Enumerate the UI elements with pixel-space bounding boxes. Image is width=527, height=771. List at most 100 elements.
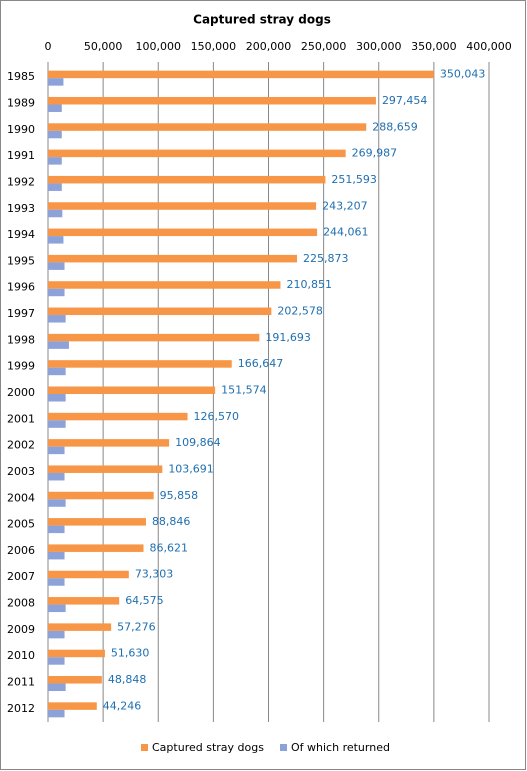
- bar: [48, 157, 62, 165]
- bar: [48, 623, 112, 631]
- value-label: 251,593: [331, 173, 377, 186]
- value-label: 73,303: [135, 568, 174, 581]
- y-tick-label: 2000: [7, 386, 35, 399]
- value-label: 202,578: [277, 305, 323, 318]
- legend-label: Of which returned: [291, 741, 390, 754]
- legend-swatch: [141, 744, 148, 751]
- bar: [48, 709, 65, 718]
- bar: [48, 236, 64, 244]
- bar: [48, 386, 216, 394]
- bar: [48, 420, 66, 428]
- value-label: 51,630: [111, 647, 150, 660]
- bar: [48, 149, 346, 158]
- y-tick-label: 1992: [7, 175, 35, 188]
- bar: [48, 649, 105, 658]
- bar: [48, 360, 232, 368]
- legend-swatch: [280, 744, 287, 751]
- y-tick-label: 2009: [7, 623, 35, 636]
- x-tick-label: 400,000: [466, 40, 512, 53]
- x-tick-label: 150,000: [191, 40, 237, 53]
- bar: [48, 446, 65, 455]
- legend-label: Captured stray dogs: [152, 741, 264, 754]
- y-tick-label: 1994: [7, 228, 35, 241]
- y-tick-label: 2003: [7, 465, 35, 478]
- value-label: 243,207: [322, 199, 368, 212]
- value-label: 297,454: [382, 94, 428, 107]
- value-label: 288,659: [372, 120, 418, 133]
- value-label: 64,575: [125, 594, 164, 607]
- bar: [48, 439, 170, 447]
- y-tick-label: 1996: [7, 281, 35, 294]
- bar: [48, 104, 62, 112]
- x-tick-label: 0: [45, 40, 52, 53]
- y-tick-label: 2006: [7, 544, 35, 557]
- bar: [48, 499, 66, 507]
- y-tick-label: 1997: [7, 307, 35, 320]
- x-tick-label: 50,000: [84, 40, 123, 53]
- bar: [48, 130, 62, 139]
- y-tick-label: 2002: [7, 439, 35, 452]
- bar: [48, 465, 163, 473]
- value-label: 166,647: [238, 357, 284, 370]
- bar: [48, 394, 66, 402]
- x-tick-label: 100,000: [136, 40, 182, 53]
- value-label: 103,691: [168, 462, 214, 475]
- bar: [48, 202, 317, 210]
- chart-title: Captured stray dogs: [193, 13, 331, 27]
- value-label: 244,061: [323, 226, 369, 239]
- bar: [48, 578, 65, 586]
- bar: [48, 254, 298, 263]
- y-tick-label: 2007: [7, 570, 35, 583]
- bar: [48, 209, 63, 218]
- bar: [48, 472, 65, 481]
- bar: [48, 78, 64, 86]
- bar: [48, 604, 66, 613]
- bar: [48, 307, 272, 316]
- value-label: 350,043: [440, 68, 486, 81]
- bar: [48, 657, 65, 665]
- bar: [48, 544, 144, 552]
- bar: [48, 570, 129, 579]
- bar: [48, 597, 120, 605]
- value-label: 269,987: [352, 147, 398, 160]
- y-tick-label: 1999: [7, 360, 35, 373]
- value-label: 95,858: [160, 489, 199, 502]
- bar: [48, 702, 97, 710]
- y-tick-label: 1995: [7, 254, 35, 267]
- y-tick-label: 2005: [7, 518, 35, 531]
- value-label: 151,574: [221, 384, 267, 397]
- bar: [48, 333, 260, 342]
- value-label: 86,621: [149, 541, 188, 554]
- value-label: 126,570: [194, 410, 240, 423]
- bar: [48, 315, 66, 323]
- bar: [48, 412, 188, 421]
- bar: [48, 262, 65, 270]
- y-tick-label: 2008: [7, 597, 35, 610]
- y-tick-label: 2004: [7, 491, 35, 504]
- value-label: 210,851: [286, 278, 332, 291]
- value-label: 109,864: [175, 436, 221, 449]
- bar: [48, 341, 69, 349]
- bar: [48, 123, 367, 131]
- bar: [48, 70, 434, 79]
- value-label: 88,846: [152, 515, 191, 528]
- y-tick-label: 1989: [7, 96, 35, 109]
- value-label: 44,246: [103, 699, 142, 712]
- y-tick-label: 2012: [7, 702, 35, 715]
- bar: [48, 525, 65, 534]
- bar: [48, 281, 281, 289]
- bar: [48, 676, 102, 684]
- bar: [48, 175, 326, 184]
- value-label: 191,693: [265, 331, 311, 344]
- y-tick-label: 1990: [7, 123, 35, 136]
- bar: [48, 288, 65, 297]
- bar: [48, 630, 65, 639]
- value-label: 57,276: [117, 620, 156, 633]
- bar: [48, 683, 66, 692]
- bar: [48, 96, 376, 105]
- x-tick-label: 300,000: [356, 40, 402, 53]
- x-tick-label: 200,000: [246, 40, 292, 53]
- y-tick-label: 1998: [7, 333, 35, 346]
- y-tick-label: 1993: [7, 202, 35, 215]
- x-tick-label: 250,000: [301, 40, 347, 53]
